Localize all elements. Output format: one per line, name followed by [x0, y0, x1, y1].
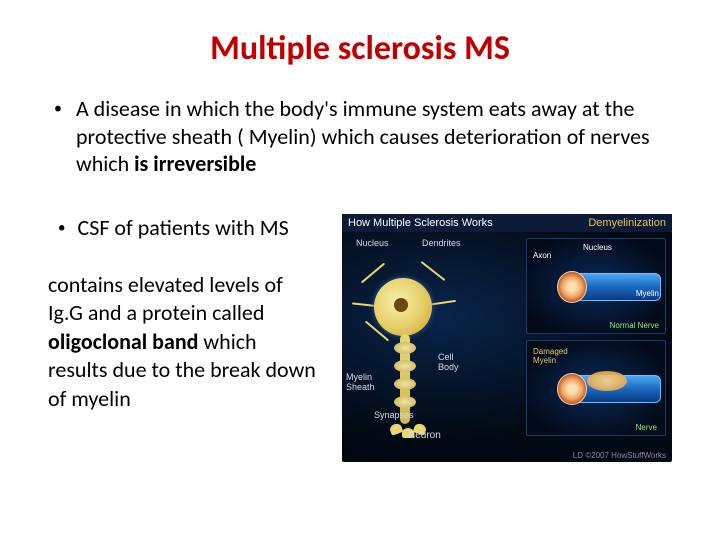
neuron-diagram: How Multiple Sclerosis Works Demyeliniza… — [342, 214, 672, 462]
slide-title: Multiple sclerosis MS — [48, 28, 672, 69]
damaged-myelin-shape — [587, 371, 627, 391]
label-neuron: Neuron — [408, 430, 441, 441]
dendrite-shape — [361, 262, 385, 283]
bullet-2-line1: CSF of patients with MS — [77, 214, 288, 243]
bullet-2-rest-pre: contains elevated levels of Ig.G and a p… — [48, 271, 283, 327]
myelin-node — [394, 378, 416, 390]
label-damaged-myelin: Damaged Myelin — [533, 347, 568, 365]
label-dendrites: Dendrites — [422, 238, 461, 248]
bullet-dot-icon: • — [58, 214, 65, 243]
diagram-body: Nucleus Dendrites Cell Body Myelin Sheat… — [342, 232, 672, 442]
normal-nerve-panel: Nucleus Axon Myelin Normal Nerve — [526, 238, 666, 334]
damaged-nerve-panel: Damaged Myelin Nerve — [526, 340, 666, 436]
diagram-header-left: How Multiple Sclerosis Works — [348, 217, 493, 229]
label-cellbody: Cell Body — [438, 352, 459, 372]
bullet-1-bold: is irreversible — [134, 150, 256, 177]
nerve-face — [557, 373, 587, 405]
nucleus-shape — [394, 298, 408, 312]
label-normal-nerve: Normal Nerve — [610, 321, 659, 330]
bullet-2-block: • CSF of patients with MS contains eleva… — [48, 214, 336, 462]
nerve-face — [557, 271, 587, 303]
diagram-footer: LD ©2007 HowStuffWorks — [573, 451, 666, 460]
label-axon: Axon — [533, 251, 551, 260]
diagram-header: How Multiple Sclerosis Works Demyeliniza… — [342, 214, 672, 232]
label-nerve: Nerve — [636, 423, 657, 432]
label-myelin: Myelin — [636, 289, 659, 298]
label-synapses: Synapses — [374, 410, 414, 420]
dendrite-shape — [421, 260, 446, 280]
bullet-1-text: A disease in which the body's immune sys… — [76, 95, 672, 178]
myelin-node — [394, 342, 416, 354]
bullet-1: • A disease in which the body's immune s… — [48, 95, 672, 178]
label-nucleus-right: Nucleus — [583, 243, 612, 252]
myelin-node — [394, 396, 416, 408]
myelin-node — [394, 360, 416, 372]
bullet-dot-icon: • — [54, 95, 62, 178]
bullet-2-rest-bold: oligoclonal band — [48, 328, 203, 355]
diagram-header-right: Demyelinization — [588, 217, 666, 229]
label-myelin-sheath: Myelin Sheath — [346, 372, 375, 392]
label-nucleus-left: Nucleus — [356, 238, 389, 248]
